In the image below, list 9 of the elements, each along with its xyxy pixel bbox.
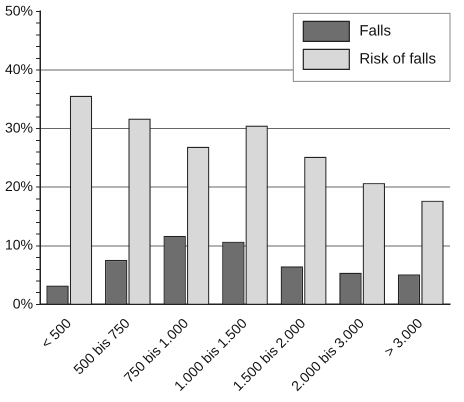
- y-tick-label: 40%: [4, 60, 34, 77]
- y-tick-label: 20%: [4, 178, 34, 194]
- x-tick-label: < 500: [38, 314, 74, 352]
- y-tick-label: 50%: [4, 2, 34, 18]
- y-tick-label: 0%: [12, 295, 34, 312]
- legend-label: Risk of falls: [359, 50, 436, 68]
- legend-label: Falls: [359, 22, 391, 40]
- y-tick-label: 10%: [4, 236, 34, 253]
- y-tick-label: 30%: [4, 119, 34, 136]
